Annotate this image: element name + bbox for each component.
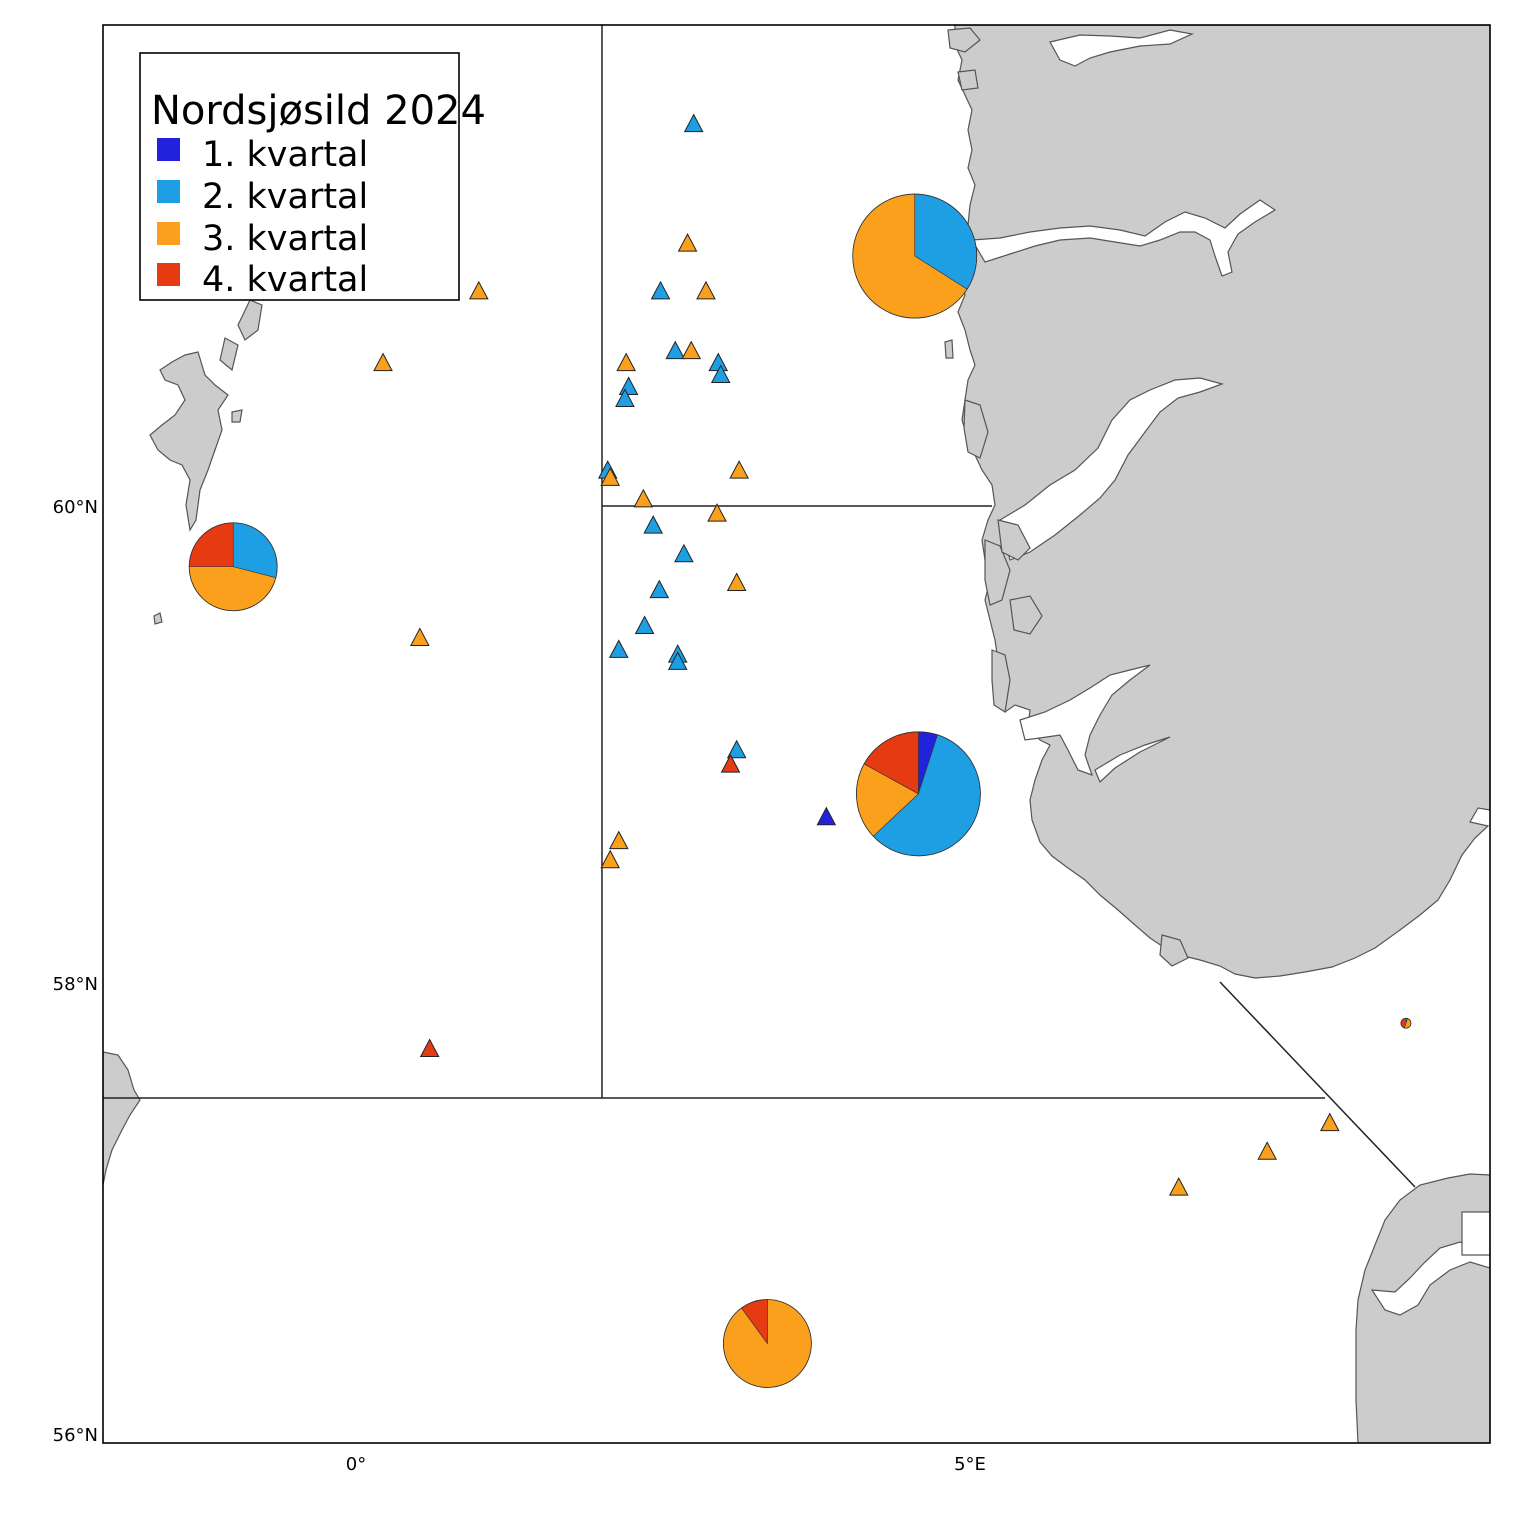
pies-layer (188, 193, 1412, 1388)
legend-label-q4: 4. kvartal (202, 260, 368, 300)
boundary-skagerrak-diagonal (1219, 981, 1416, 1188)
legend-label-q1: 1. kvartal (202, 135, 368, 175)
station-triangle-q2 (710, 364, 731, 384)
station-triangle-q2 (649, 579, 670, 599)
norway-island (1159, 934, 1189, 967)
legend-label-q2: 2. kvartal (202, 177, 368, 217)
legend-swatch-q1 (157, 138, 180, 161)
norway-island (984, 539, 1011, 606)
legend-title: Nordsjøsild 2024 (151, 88, 486, 134)
pie-chart (722, 1299, 812, 1388)
area-boundaries (103, 25, 1416, 1188)
station-triangle-q2 (634, 615, 655, 634)
pie-chart (856, 731, 981, 857)
pie-chart (188, 522, 278, 612)
x-tick-label: 0° (346, 1454, 366, 1475)
station-triangle-q4 (720, 754, 741, 773)
norway-island (944, 339, 954, 359)
station-triangle-q3 (729, 460, 749, 479)
legend-swatch-q2 (157, 180, 180, 203)
shetland-islands (149, 299, 263, 532)
station-triangle-q3 (373, 352, 393, 372)
station-triangle-q2 (726, 739, 747, 759)
station-triangle-q3 (600, 849, 621, 869)
station-triangle-q3 (696, 280, 716, 300)
station-triangle-q3 (1319, 1112, 1340, 1132)
limfjord (1370, 1241, 1490, 1316)
norway-island (997, 519, 1031, 561)
map-frame-border (102, 24, 1491, 1444)
station-triangle-q3 (707, 503, 727, 522)
norway-island (1009, 595, 1043, 635)
land-layer (103, 25, 1490, 1443)
pie-outline (1400, 1017, 1412, 1029)
stations-layer (373, 113, 1340, 1196)
fjord-boknafjord (1019, 664, 1151, 776)
norway-island (991, 649, 1011, 713)
station-triangle-q2 (683, 113, 704, 133)
legend: Nordsjøsild 2024 1. kvartal 2. kvartal 3… (139, 52, 486, 301)
station-triangle-q3 (616, 352, 636, 372)
station-triangle-q2 (665, 340, 686, 360)
station-triangle-q3 (1257, 1141, 1278, 1160)
fjord-nordfjord (1049, 29, 1194, 67)
norway-island (947, 27, 981, 53)
station-triangle-q2 (650, 280, 671, 300)
fjord-hardanger (999, 377, 1224, 561)
station-triangle-q2 (615, 388, 635, 407)
station-triangle-q2 (643, 515, 664, 534)
station-triangle-q3 (726, 572, 747, 591)
scotland-landmass (103, 1051, 141, 1186)
station-triangle-q3 (600, 467, 621, 486)
y-tick-label: 60°N (53, 497, 98, 518)
fjord-sogn (970, 199, 1277, 277)
station-triangle-q4 (419, 1038, 440, 1058)
station-triangle-q3 (1168, 1177, 1189, 1196)
station-triangle-q2 (667, 651, 688, 670)
norway-island (957, 69, 979, 91)
pie-outline (856, 731, 981, 857)
station-triangle-q1 (816, 806, 837, 826)
pie-chart (1400, 1017, 1412, 1029)
station-triangle-q3 (608, 830, 629, 850)
norway-island (963, 399, 989, 459)
fair-isle (153, 612, 163, 625)
station-triangle-q3 (410, 627, 430, 646)
station-triangle-q2 (608, 639, 629, 658)
fjord-lyse (1094, 736, 1171, 784)
station-triangle-q3 (677, 233, 698, 252)
station-triangle-q3 (633, 488, 654, 508)
legend-swatch-q3 (157, 222, 180, 245)
pie-chart (852, 193, 978, 319)
station-triangle-q3 (468, 280, 489, 300)
pie-outline (852, 193, 978, 319)
pie-outline (722, 1299, 812, 1388)
y-tick-label: 58°N (53, 974, 98, 995)
legend-label-q3: 3. kvartal (202, 219, 368, 259)
station-triangle-q3 (681, 340, 702, 360)
y-tick-label: 56°N (53, 1425, 98, 1446)
legend-swatch-q4 (157, 263, 180, 286)
pie-outline (188, 522, 278, 612)
denmark-landmass (1355, 1173, 1490, 1443)
station-triangle-q2 (674, 543, 694, 563)
legend-box (139, 52, 460, 301)
denmark-border-box (1461, 1211, 1490, 1256)
x-tick-label: 5°E (954, 1454, 986, 1475)
